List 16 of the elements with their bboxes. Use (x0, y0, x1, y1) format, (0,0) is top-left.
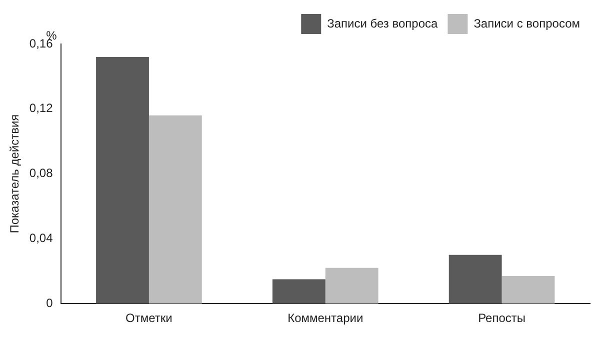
y-axis-title: Показатель действия (8, 114, 22, 234)
y-tick-label: 0 (46, 296, 54, 310)
x-tick-label: Отметки (126, 311, 172, 326)
x-tick-label: Репосты (478, 311, 526, 326)
bar (448, 254, 502, 304)
legend-label: Записи без вопроса (327, 16, 438, 30)
y-tick-label: 0,08 (29, 166, 54, 180)
bar (502, 276, 555, 304)
y-tick-label: 0,12 (29, 101, 54, 116)
x-tick-label: Комментарии (288, 311, 364, 326)
legend-label: Записи с вопросом (474, 16, 580, 30)
bar (272, 279, 326, 304)
bar (96, 56, 149, 304)
bar (325, 268, 378, 304)
bar (148, 115, 202, 304)
y-tick-label: 0,04 (29, 231, 54, 246)
